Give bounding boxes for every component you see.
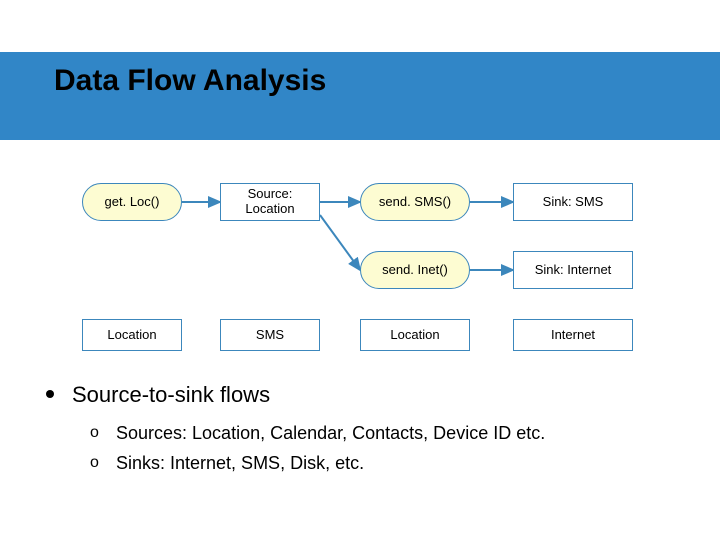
node-sendsms: send. SMS(): [360, 183, 470, 221]
bullet-list: Source-to-sink flows Sources: Location, …: [46, 380, 656, 478]
bullet-sub-list: Sources: Location, Calendar, Contacts, D…: [90, 418, 656, 478]
bullet-main-text: Source-to-sink flows: [72, 380, 270, 410]
node-sendinet: send. Inet(): [360, 251, 470, 289]
bullet-dot-icon: [46, 390, 54, 398]
node-sinksms: Sink: SMS: [513, 183, 633, 221]
node-source: Source: Location: [220, 183, 320, 221]
node-loc1: Location: [82, 319, 182, 351]
node-sinkinet: Sink: Internet: [513, 251, 633, 289]
node-internet: Internet: [513, 319, 633, 351]
arrow-source-to-sendinet: [320, 215, 360, 270]
bullet-main-row: Source-to-sink flows: [46, 380, 656, 410]
node-getloc: get. Loc(): [82, 183, 182, 221]
slide: Data Flow Analysis get. Loc() Source: Loc…: [0, 0, 720, 540]
node-sms: SMS: [220, 319, 320, 351]
bullet-sub-item: Sources: Location, Calendar, Contacts, D…: [90, 418, 656, 448]
bullet-sub-item: Sinks: Internet, SMS, Disk, etc.: [90, 448, 656, 478]
node-loc2: Location: [360, 319, 470, 351]
slide-title: Data Flow Analysis: [54, 64, 326, 98]
